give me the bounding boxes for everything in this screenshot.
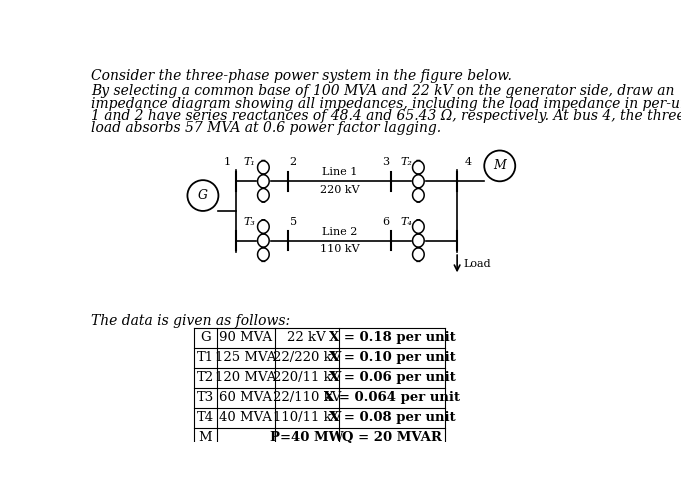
Text: Line 1: Line 1 (322, 167, 358, 177)
Text: impedance diagram showing all impedances, including the load impedance in per-un: impedance diagram showing all impedances… (91, 96, 681, 111)
Text: By selecting a common base of 100 MVA and 22 kV on the generator side, draw an: By selecting a common base of 100 MVA an… (91, 84, 675, 98)
Text: load absorbs 57 MVA at 0.6 power factor lagging.: load absorbs 57 MVA at 0.6 power factor … (91, 121, 441, 135)
Text: T1: T1 (197, 351, 214, 364)
Text: The data is given as follows:: The data is given as follows: (91, 314, 291, 328)
Text: T2: T2 (197, 371, 214, 384)
Text: 2: 2 (289, 158, 297, 167)
Text: 1 and 2 have series reactances of 48.4 and 65.43 Ω, respectively. At bus 4, the : 1 and 2 have series reactances of 48.4 a… (91, 109, 681, 123)
Text: 220 kV: 220 kV (320, 185, 360, 195)
Text: G: G (200, 331, 210, 344)
Text: 1: 1 (223, 158, 230, 167)
Text: X = 0.06 per unit: X = 0.06 per unit (329, 371, 456, 384)
Text: P=40 MW: P=40 MW (270, 431, 343, 444)
Text: Q = 20 MVAR: Q = 20 MVAR (342, 431, 442, 444)
Text: Line 2: Line 2 (322, 227, 358, 237)
Text: 3: 3 (383, 158, 390, 167)
Text: M: M (198, 431, 212, 444)
Text: 60 MVA: 60 MVA (219, 391, 272, 404)
Text: X = 0.064 per unit: X = 0.064 per unit (324, 391, 460, 404)
Text: M: M (493, 160, 506, 172)
Text: 110/11 kV: 110/11 kV (272, 411, 341, 424)
Text: 22 kV: 22 kV (287, 331, 326, 344)
Text: 40 MVA: 40 MVA (219, 411, 272, 424)
Text: T3: T3 (197, 391, 214, 404)
Text: 90 MVA: 90 MVA (219, 331, 272, 344)
Text: Load: Load (463, 259, 491, 269)
Text: Consider the three-phase power system in the figure below.: Consider the three-phase power system in… (91, 69, 512, 83)
Text: 6: 6 (383, 217, 390, 227)
Text: 4: 4 (465, 158, 472, 167)
Text: X = 0.08 per unit: X = 0.08 per unit (329, 411, 456, 424)
Text: T₄: T₄ (400, 217, 412, 227)
Text: X = 0.10 per unit: X = 0.10 per unit (329, 351, 456, 364)
Text: T₃: T₃ (244, 217, 255, 227)
Text: 125 MVA: 125 MVA (215, 351, 276, 364)
Text: T4: T4 (197, 411, 214, 424)
Text: 22/110 kV: 22/110 kV (272, 391, 341, 404)
Text: G: G (198, 189, 208, 202)
Text: 110 kV: 110 kV (320, 245, 360, 254)
Text: 22/220 kV: 22/220 kV (272, 351, 341, 364)
Text: 5: 5 (289, 217, 297, 227)
Text: X = 0.18 per unit: X = 0.18 per unit (329, 331, 456, 344)
Text: T₁: T₁ (244, 158, 255, 167)
Text: 120 MVA: 120 MVA (215, 371, 276, 384)
Text: T₂: T₂ (400, 158, 412, 167)
Text: 220/11 kV: 220/11 kV (272, 371, 341, 384)
